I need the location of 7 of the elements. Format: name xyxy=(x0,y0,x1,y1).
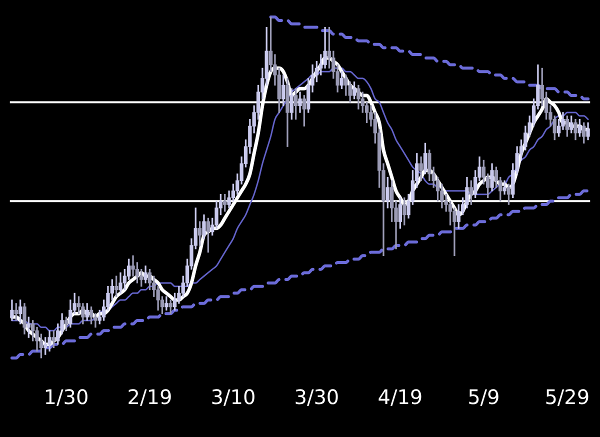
x-tick-label: 4/19 xyxy=(378,385,423,410)
x-tick-label: 5/9 xyxy=(468,385,500,410)
x-tick-label: 1/30 xyxy=(44,385,89,410)
x-tick-label: 3/30 xyxy=(294,385,340,410)
x-tick-label: 2/19 xyxy=(127,385,172,410)
x-tick-label: 3/10 xyxy=(210,385,256,410)
x-tick-label: 5/29 xyxy=(544,385,590,410)
